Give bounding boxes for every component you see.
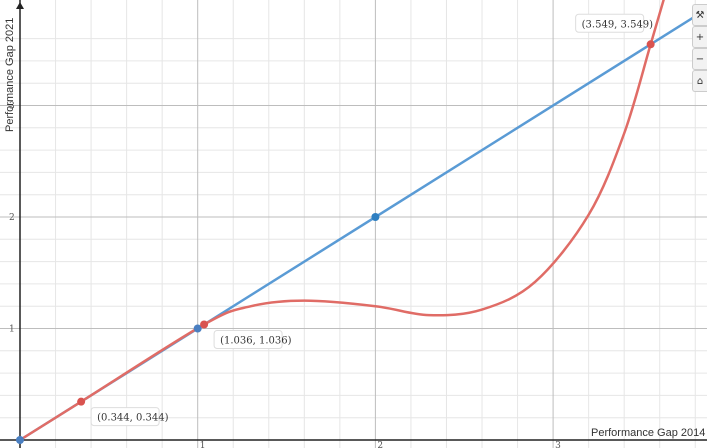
plus-icon[interactable]: +: [692, 26, 707, 48]
tick-labels: 1 2 3 1 2 3: [9, 102, 561, 448]
data-point: [371, 213, 380, 221]
x-tick-label: 2: [377, 441, 383, 448]
data-point: [193, 324, 202, 333]
y-tick-label: 2: [9, 213, 15, 223]
point-label: (3.549, 3.549): [582, 19, 654, 30]
data-point: [200, 320, 209, 329]
y-tick-label: 1: [9, 325, 15, 335]
data-point: [16, 436, 24, 444]
wrench-icon[interactable]: ⚒: [692, 4, 707, 26]
y-tick-label: 3: [9, 102, 15, 112]
series-line-1: [18, 0, 665, 442]
x-tick-label: 1: [200, 441, 206, 448]
data-points: [16, 40, 655, 444]
data-point: [77, 397, 86, 406]
y-axis-arrow: [16, 2, 24, 9]
x-axis-label: Performance Gap 2014: [591, 427, 705, 439]
home-icon[interactable]: ⌂: [692, 70, 707, 92]
point-label-box: [90, 407, 160, 427]
point-label: (1.036, 1.036): [220, 335, 292, 346]
x-tick-label: 3: [555, 441, 561, 448]
point-label-box: [213, 329, 283, 349]
y-axis-label: Performance Gap 2021: [4, 18, 16, 132]
point-label: (0.344, 0.344): [97, 413, 169, 424]
minus-icon[interactable]: −: [692, 48, 707, 70]
point-label-box: [575, 13, 645, 33]
data-point: [646, 40, 655, 49]
point-labels: (0.344, 0.344) (1.036, 1.036) (3.549, 3.54…: [90, 13, 654, 427]
series-lines: [18, 0, 707, 442]
